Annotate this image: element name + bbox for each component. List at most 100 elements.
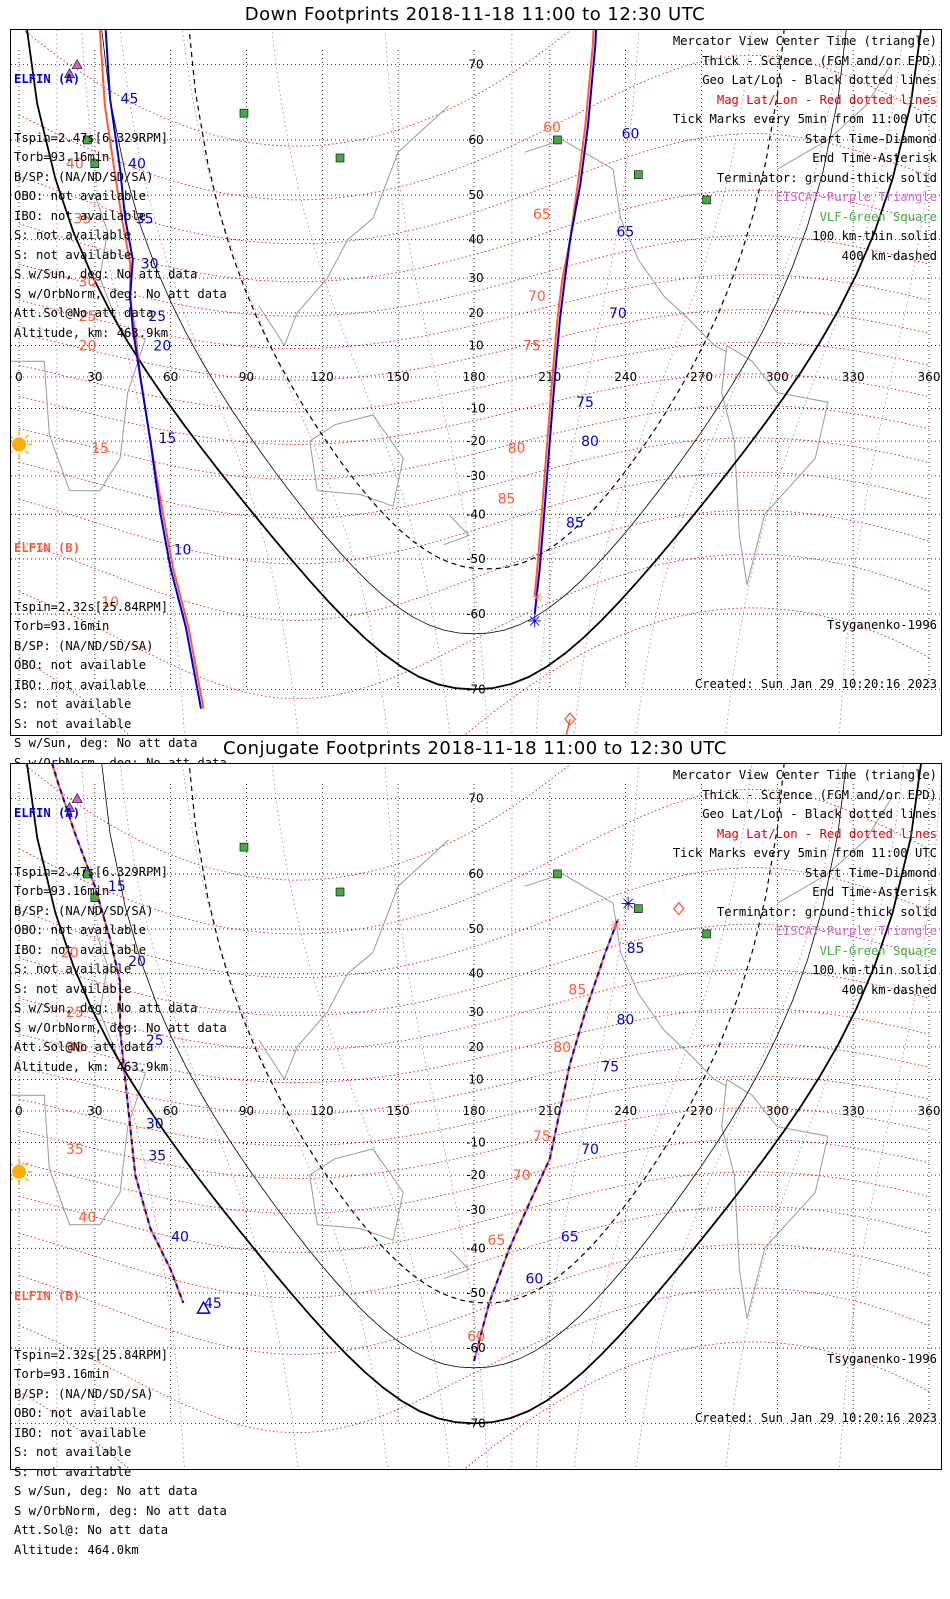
track-b-tick-label: 40 xyxy=(79,1210,97,1226)
legend-item: Tick Marks every 5min from 11:00 UTC xyxy=(672,846,937,860)
lat-tick-label: 60 xyxy=(468,133,483,147)
mag-meridian xyxy=(573,30,753,735)
legend-item: Mercator View Center Time (triangle) xyxy=(672,34,937,48)
legend-item: Terminator: ground-thick solid xyxy=(716,904,937,919)
legend-item: 100 km-thin solid xyxy=(812,229,937,243)
lat-tick-label: -20 xyxy=(466,434,486,448)
coastline xyxy=(524,139,728,353)
lon-tick-label: 210 xyxy=(538,1104,561,1118)
mag-meridian xyxy=(635,764,842,1469)
lat-tick-label: -60 xyxy=(466,1341,486,1355)
elfin-b-start-segment xyxy=(565,718,571,735)
track-b-tick-label: 20 xyxy=(61,945,79,961)
eiscat-triangle xyxy=(71,793,83,803)
coastline xyxy=(11,194,147,492)
vlf-station-square xyxy=(335,153,345,163)
lon-tick-label: 330 xyxy=(842,1104,865,1118)
legend-item: Terminator: ground-thick solid xyxy=(716,170,937,185)
vlf-station-square xyxy=(702,195,711,205)
elfin-b-track xyxy=(533,30,595,597)
track-a-tick-label: 45 xyxy=(204,1296,222,1312)
coastline xyxy=(721,1078,829,1319)
track-b-tick-label: 35 xyxy=(66,1142,84,1158)
track-b-tick-label: 80 xyxy=(553,1040,571,1056)
info-line: Altitude, km: 463.9km xyxy=(14,325,169,340)
mag-meridian xyxy=(725,764,904,1469)
mag-meridian xyxy=(119,30,299,735)
terminator-ground xyxy=(26,764,922,1425)
mag-meridian xyxy=(535,764,640,1469)
track-b-tick-label: 40 xyxy=(66,157,84,173)
info-line: S: not available xyxy=(14,716,132,731)
info-line: IBO: not available xyxy=(14,677,147,692)
track-a-tick-label: 85 xyxy=(627,941,645,957)
sun-ray xyxy=(11,1162,14,1166)
legend-item: End Time-Asterisk xyxy=(812,885,937,899)
info-line: S w/Sun, deg: No att data xyxy=(14,1001,198,1015)
mag-parallel xyxy=(18,607,930,735)
legend-item: 400 km-dashed xyxy=(841,248,937,263)
footer-right: Tsyganenko-1996 Created: Sun Jan 29 10:2… xyxy=(695,577,937,733)
lon-tick-label: 240 xyxy=(614,1104,637,1118)
elfin-a-track xyxy=(104,30,202,709)
coastline xyxy=(443,513,470,546)
lat-tick-label: 50 xyxy=(468,188,483,202)
lat-tick-label: 70 xyxy=(468,58,483,72)
terminator-400km xyxy=(188,30,785,570)
mag-parallel xyxy=(18,1287,930,1434)
info-line: IBO: not available xyxy=(14,1425,147,1440)
lat-tick-label: 10 xyxy=(468,338,483,352)
track-a-tick-label: 65 xyxy=(617,224,635,240)
info-line: S w/OrbNorm, deg: No att data xyxy=(14,1020,227,1035)
lat-tick-label: -20 xyxy=(466,1168,486,1182)
mag-parallel xyxy=(18,1243,930,1355)
info-line: Altitude, km: 463.9km xyxy=(14,1059,169,1074)
lon-tick-label: 150 xyxy=(387,370,410,384)
legend-item: Mag Lat/Lon - Red dotted lines xyxy=(716,92,937,107)
sun-ray xyxy=(24,434,29,439)
info-line: Att.Sol@No att data xyxy=(14,1040,154,1054)
mag-parallel xyxy=(18,235,930,317)
lat-tick-label: 30 xyxy=(468,1005,483,1019)
vlf-station-square xyxy=(553,135,562,145)
vlf-station-square xyxy=(335,887,345,897)
track-b-tick-label: 80 xyxy=(508,441,526,457)
sun-icon xyxy=(12,437,26,452)
vlf-station-square xyxy=(634,170,643,179)
lat-tick-label: 40 xyxy=(468,233,483,247)
track-b-tick-label: 75 xyxy=(523,338,541,354)
lon-tick-label: 90 xyxy=(239,1104,254,1118)
coastline xyxy=(721,344,829,585)
info-line: Att.Sol@: No att data xyxy=(14,1523,169,1537)
created-label: Created: Sun Jan 29 10:20:16 2023 xyxy=(694,1410,937,1425)
vlf-station-square xyxy=(82,135,92,145)
coastline xyxy=(777,798,892,904)
eiscat-triangle xyxy=(71,59,83,69)
start-time-diamond-b xyxy=(672,901,685,916)
mag-parallel xyxy=(18,509,930,621)
lat-tick-label: -10 xyxy=(466,1136,486,1150)
lon-tick-label: 360 xyxy=(918,1104,941,1118)
info-line: S w/Sun, deg: No att data xyxy=(14,736,198,750)
info-line: S: not available xyxy=(14,1464,132,1479)
track-a-tick-label: 75 xyxy=(601,1060,619,1076)
lat-tick-label: -60 xyxy=(466,607,486,621)
mag-meridian xyxy=(271,764,451,1469)
lat-tick-label: 60 xyxy=(468,867,483,881)
mag-parallel xyxy=(18,553,930,700)
elfin-b-track xyxy=(98,30,205,709)
coastline xyxy=(258,105,450,347)
lat-tick-label: -10 xyxy=(466,402,486,416)
lat-tick-label: -40 xyxy=(466,1241,486,1255)
mag-meridian xyxy=(535,30,640,735)
track-b-tick-label: 85 xyxy=(568,983,586,999)
info-line: Att.Sol@No att data xyxy=(14,306,154,320)
info-line: Torb=93.16min xyxy=(14,884,110,898)
lon-tick-label: 150 xyxy=(387,1104,410,1118)
lon-tick-label: 330 xyxy=(842,370,865,384)
info-line: IBO: not available xyxy=(14,942,147,957)
mag-parallel xyxy=(18,1075,930,1147)
track-a-tick-label: 20 xyxy=(153,338,171,354)
info-line: S w/OrbNorm, deg: No att data xyxy=(14,1503,227,1518)
info-line: Tspin=2.47s[6.329RPM] xyxy=(14,130,169,145)
